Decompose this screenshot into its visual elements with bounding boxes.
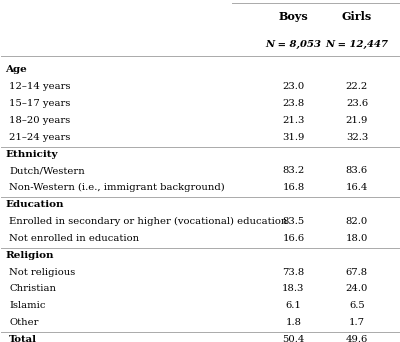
Text: Islamic: Islamic	[9, 301, 46, 310]
Text: 24.0: 24.0	[346, 285, 368, 293]
Text: 32.3: 32.3	[346, 133, 368, 142]
Text: 50.4: 50.4	[282, 335, 304, 342]
Text: Other: Other	[9, 318, 39, 327]
Text: 18.0: 18.0	[346, 234, 368, 243]
Text: 31.9: 31.9	[282, 133, 304, 142]
Text: 12–14 years: 12–14 years	[9, 82, 71, 91]
Text: 21.9: 21.9	[346, 116, 368, 125]
Text: 83.2: 83.2	[282, 167, 304, 175]
Text: Not enrolled in education: Not enrolled in education	[9, 234, 140, 243]
Text: 16.8: 16.8	[282, 183, 304, 192]
Text: 6.5: 6.5	[349, 301, 365, 310]
Text: 82.0: 82.0	[346, 217, 368, 226]
Text: Not religious: Not religious	[9, 267, 76, 277]
Text: Enrolled in secondary or higher (vocational) education: Enrolled in secondary or higher (vocatio…	[9, 217, 288, 226]
Text: Girls: Girls	[342, 11, 372, 22]
Text: Age: Age	[5, 65, 27, 74]
Text: 49.6: 49.6	[346, 335, 368, 342]
Text: 73.8: 73.8	[282, 267, 304, 277]
Text: N = 8,053: N = 8,053	[265, 40, 321, 49]
Text: Boys: Boys	[278, 11, 308, 22]
Text: 1.8: 1.8	[285, 318, 301, 327]
Text: Ethnicity: Ethnicity	[5, 149, 58, 159]
Text: 22.2: 22.2	[346, 82, 368, 91]
Text: Christian: Christian	[9, 285, 56, 293]
Text: Total: Total	[9, 335, 37, 342]
Text: 6.1: 6.1	[286, 301, 301, 310]
Text: 16.6: 16.6	[282, 234, 304, 243]
Text: Religion: Religion	[5, 251, 54, 260]
Text: 67.8: 67.8	[346, 267, 368, 277]
Text: 21.3: 21.3	[282, 116, 304, 125]
Text: 83.6: 83.6	[346, 167, 368, 175]
Text: 23.8: 23.8	[282, 99, 304, 108]
Text: Education: Education	[5, 200, 64, 209]
Text: 18.3: 18.3	[282, 285, 304, 293]
Text: 18–20 years: 18–20 years	[9, 116, 70, 125]
Text: 1.7: 1.7	[349, 318, 365, 327]
Text: 16.4: 16.4	[346, 183, 368, 192]
Text: 23.0: 23.0	[282, 82, 304, 91]
Text: Dutch/Western: Dutch/Western	[9, 167, 85, 175]
Text: 21–24 years: 21–24 years	[9, 133, 71, 142]
Text: 23.6: 23.6	[346, 99, 368, 108]
Text: 83.5: 83.5	[282, 217, 304, 226]
Text: N = 12,447: N = 12,447	[326, 40, 388, 49]
Text: Non-Western (i.e., immigrant background): Non-Western (i.e., immigrant background)	[9, 183, 225, 193]
Text: 15–17 years: 15–17 years	[9, 99, 71, 108]
